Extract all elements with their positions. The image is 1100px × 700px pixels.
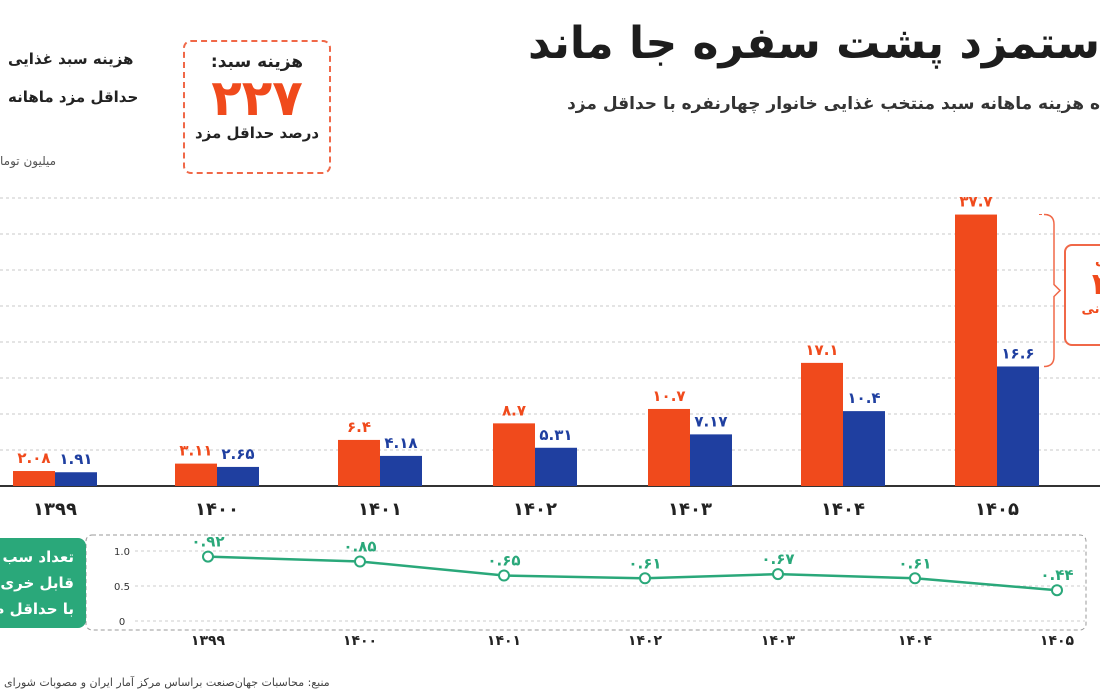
bar-food-basket — [648, 408, 690, 486]
line-grid: 1.0 0.5 0 — [85, 534, 1087, 631]
bar-food-label: ۱۰.۷ — [652, 387, 685, 405]
bar-min-wage — [535, 447, 577, 486]
line-category-label: ۱۴۰۱ — [487, 633, 521, 649]
source-note: منبع: محاسبات جهان‌صنعت براساس مرکز آمار… — [4, 676, 330, 689]
bar-marks: ۲.۰۸ ۱.۹۱ ۱۳۹۹ ۳.۱۱ ۲.۶۵ ۱۴۰۰ ۶.۴ ۴.۱۸ ۱۴۰۱ ۸.۷ ۵.… — [13, 193, 1062, 520]
bar-wage-label: ۱۶.۶ — [1001, 344, 1034, 362]
highlight-sub: درصد حداقل مزد — [194, 124, 320, 142]
bar-category-label: ۱۳۹۹ — [33, 499, 77, 520]
bar-food-label: ۶.۴ — [347, 418, 371, 436]
bar-min-wage — [380, 455, 422, 486]
unit-label: میلیون توما — [0, 154, 57, 168]
gap-callout: ل ۲ ومانی — [1064, 244, 1100, 346]
callout-line1: ل — [1066, 252, 1100, 268]
ratio-point-label: ۰.۴۴ — [1040, 566, 1073, 584]
bar-min-wage — [843, 411, 885, 486]
ratio-legend-line1: تعداد سب — [2, 548, 74, 566]
line-category-label: ۱۳۹۹ — [191, 633, 226, 649]
line-marks: ۰.۹۲ ۱۳۹۹ ۰.۸۵ ۱۴۰۰ ۰.۶۵ ۱۴۰۱ ۰.۶۱ ۱۴۰۲ ۰.۶۷ ۱۴۰۳… — [191, 533, 1075, 649]
ratio-point-label: ۰.۶۱ — [898, 554, 931, 572]
bar-food-basket — [338, 439, 380, 486]
ratio-legend-line2: قابل خری — [0, 574, 74, 592]
bar-category-label: ۱۴۰۳ — [668, 499, 712, 520]
callout-line2: ۲ — [1066, 268, 1100, 302]
bar-min-wage — [55, 472, 97, 486]
bar-category-label: ۱۴۰۱ — [358, 499, 402, 520]
bar-food-label: ۳۷.۷ — [959, 193, 992, 211]
bar-category-label: ۱۴۰۰ — [195, 499, 239, 520]
bar-min-wage — [690, 434, 732, 486]
highlight-label: هزینه سبد: — [210, 52, 304, 72]
bar-food-basket — [801, 362, 843, 486]
bar-food-label: ۳.۱۱ — [179, 442, 212, 460]
ratio-point-label: ۰.۶۵ — [487, 552, 520, 570]
bar-food-basket — [175, 463, 217, 486]
highlight-value: ۲۲۷ — [211, 69, 303, 127]
line-category-label: ۱۴۰۰ — [343, 633, 377, 649]
ratio-point-label: ۰.۸۵ — [343, 538, 376, 556]
bar-food-basket — [13, 471, 55, 486]
bar-min-wage — [997, 366, 1039, 486]
bar-food-basket — [493, 423, 535, 486]
page-subtitle: ه هزینه ماهانه سبد منتخب غذایی خانوار چه… — [567, 94, 1100, 114]
bar-category-label: ۱۴۰۲ — [513, 499, 557, 520]
line-category-label: ۱۴۰۲ — [628, 633, 663, 649]
ratio-legend-box: تعداد سب قابل خری با حداقل م — [0, 538, 86, 628]
ratio-point — [639, 572, 651, 585]
line-y-tick: 1.0 — [114, 547, 130, 558]
bar-food-label: ۱۷.۱ — [805, 341, 838, 359]
page-title: ستمزد پشت سفره جا ماند — [527, 18, 1100, 69]
ratio-point — [772, 568, 784, 581]
ratio-point — [909, 572, 921, 585]
ratio-point-label: ۰.۶۱ — [628, 554, 661, 572]
bar-food-label: ۲.۰۸ — [17, 449, 50, 467]
bar-wage-label: ۲.۶۵ — [221, 445, 254, 463]
legend-food-basket: هزینه سبد غذایی — [8, 50, 134, 68]
line-panel-frame — [85, 534, 1087, 631]
ratio-point — [354, 555, 366, 568]
line-category-label: ۱۴۰۵ — [1040, 633, 1075, 649]
bar-category-label: ۱۴۰۵ — [975, 499, 1019, 520]
bar-food-label: ۸.۷ — [502, 401, 526, 419]
bar-wage-label: ۷.۱۷ — [694, 412, 727, 430]
ratio-point — [202, 550, 214, 563]
gap-bracket — [1043, 213, 1062, 368]
line-y-tick: 0.5 — [114, 582, 130, 593]
line-category-label: ۱۴۰۳ — [761, 633, 796, 649]
legend-min-wage: حداقل مزد ماهانه — [8, 88, 139, 106]
bar-min-wage — [217, 466, 259, 486]
ratio-point — [498, 569, 510, 582]
line-category-label: ۱۴۰۴ — [898, 633, 933, 649]
ratio-point-label: ۰.۶۷ — [761, 550, 794, 568]
bar-wage-label: ۴.۱۸ — [384, 434, 417, 452]
bar-food-basket — [955, 214, 997, 486]
line-y-tick: 0 — [119, 617, 125, 628]
ratio-point-label: ۰.۹۲ — [191, 533, 224, 551]
bar-wage-label: ۱۰.۴ — [847, 389, 880, 407]
bar-wage-label: ۱.۹۱ — [59, 450, 92, 468]
callout-line3: ومانی — [1081, 302, 1100, 317]
ratio-point — [1051, 584, 1063, 597]
highlight-box: هزینه سبد: ۲۲۷ درصد حداقل مزد — [183, 40, 331, 174]
bar-category-label: ۱۴۰۴ — [821, 499, 865, 520]
bar-wage-label: ۵.۳۱ — [539, 426, 572, 444]
ratio-legend-line3: با حداقل م — [0, 600, 74, 618]
